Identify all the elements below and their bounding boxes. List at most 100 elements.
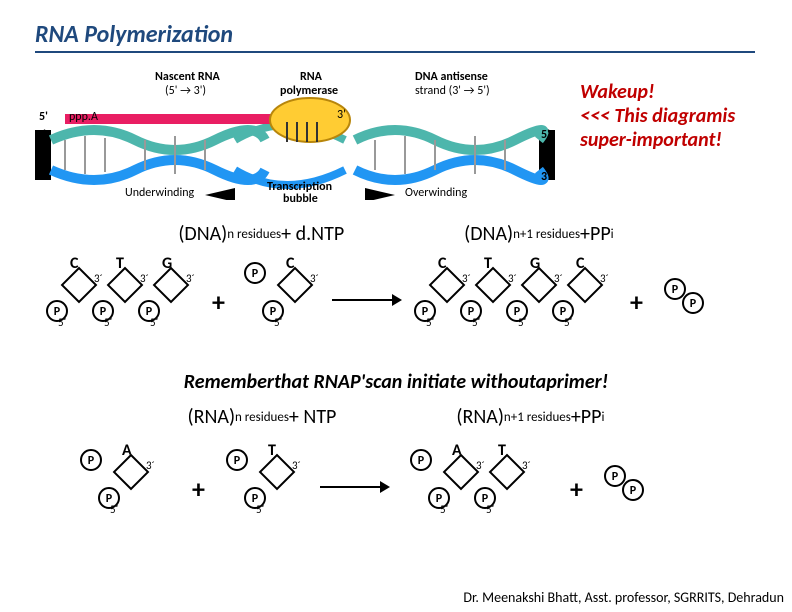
label-nascent-dir: (5' → 3') — [165, 84, 206, 98]
plus-3: + — [192, 473, 205, 505]
rna-right-chain: A3´P5´T3´P5´ — [442, 445, 534, 515]
rna-leading-p: P — [80, 449, 102, 471]
rxn-arrow-2 — [320, 475, 390, 499]
dna-ntp: C3´P5´ — [276, 258, 322, 328]
rna-eq-right-lead: (RNA) — [456, 405, 503, 429]
five-prime-label: 5´ — [110, 503, 119, 516]
label-underwinding: Underwinding — [125, 186, 194, 200]
rna-ntp-outer-p: P — [226, 449, 248, 471]
nucleotide: C3´P5´ — [276, 258, 322, 328]
nucleotide: T3´P5´ — [258, 445, 304, 515]
three-prime-label: 3´ — [292, 459, 301, 472]
dna-eq-left-tail: + d.NTP — [281, 222, 344, 246]
five-prime-label: 5´ — [58, 316, 67, 329]
dna-eq-left-lead: (DNA) — [178, 222, 227, 246]
sugar-icon — [153, 267, 190, 304]
sugar-icon — [113, 454, 150, 491]
page-title: RNA Polymerization — [35, 20, 755, 53]
three-prime-label: 3´ — [140, 272, 149, 285]
five-prime-label: 5´ — [564, 316, 573, 329]
rna-reaction: P A3´P5´ + P T3´P5´ P A3´P5´T3´P5´ + P P — [0, 445, 792, 525]
three-prime-label: 3´ — [94, 272, 103, 285]
rna-eq-right-sub2: i — [601, 410, 604, 425]
label-5r: 5' — [541, 128, 550, 142]
three-prime-label: 3´ — [508, 272, 517, 285]
dna-eq-right-tail: +PP — [580, 222, 611, 246]
dna-eq-right-lead: (DNA) — [464, 222, 513, 246]
dna-equation: (DNA)n residues + d.NTP (DNA)n+1 residue… — [0, 222, 792, 246]
label-5b: 5' — [37, 170, 46, 184]
dna-left-chain: C3´P5´T3´P5´G3´P5´ — [60, 258, 198, 328]
three-prime-label: 3´ — [554, 272, 563, 285]
rxn-arrow-1 — [332, 288, 402, 312]
ntp-p-outer: P — [244, 262, 266, 284]
five-prime-label: 5´ — [518, 316, 527, 329]
sugar-icon — [567, 267, 604, 304]
five-prime-label: 5´ — [440, 503, 449, 516]
three-prime-label: 3´ — [522, 459, 531, 472]
label-5prime: 5' — [39, 110, 48, 124]
label-rnapol1: RNA — [300, 70, 322, 84]
rna-right-leading-p: P — [410, 449, 432, 471]
polymerase-diagram: 5' ppp.A Nascent RNA (5' → 3') RNA polym… — [35, 70, 555, 200]
rna-eq-right-sub: n+1 residues — [504, 410, 571, 425]
dna-right-chain: C3´P5´T3´P5´G3´P5´C3´P5´ — [428, 258, 612, 328]
five-prime-label: 5´ — [472, 316, 481, 329]
sugar-icon — [277, 267, 314, 304]
three-prime-label: 3´ — [462, 272, 471, 285]
label-bubble2: bubble — [283, 192, 318, 206]
five-prime-label: 5´ — [426, 316, 435, 329]
five-prime-label: 5´ — [274, 316, 283, 329]
nucleotide: A3´P5´ — [112, 445, 158, 515]
callout-line3: super-important! — [580, 128, 722, 152]
sugar-icon — [429, 267, 466, 304]
sugar-icon — [259, 454, 296, 491]
rna-eq-left-lead: (RNA) — [188, 405, 235, 429]
label-rnapol2: polymerase — [280, 84, 338, 98]
nucleotide: G3´P5´ — [152, 258, 198, 328]
callout-line2: <<< This diagramis — [580, 104, 735, 128]
five-prime-label: 5´ — [150, 316, 159, 329]
five-prime-label: 5´ — [486, 503, 495, 516]
rna-eq-left-tail: + NTP — [289, 405, 336, 429]
sugar-icon — [521, 267, 558, 304]
rna-equation: (RNA)n residues + NTP (RNA)n+1 residues … — [0, 405, 792, 429]
five-prime-label: 5´ — [256, 503, 265, 516]
ppi-2: P P — [608, 465, 644, 487]
sugar-icon — [489, 454, 526, 491]
five-prime-label: 5´ — [104, 316, 113, 329]
rna-eq-left-sub: n residues — [235, 410, 289, 425]
dna-eq-right-sub: n+1 residues — [513, 227, 580, 242]
three-prime-label: 3´ — [146, 459, 155, 472]
rna-left-chain: A3´P5´ — [112, 445, 158, 515]
nucleotide: T3´P5´ — [488, 445, 534, 515]
callout-line1: Wakeup! — [580, 80, 654, 104]
rna-eq-right-tail: +PP — [571, 405, 602, 429]
three-prime-label: 3´ — [186, 272, 195, 285]
reminder-text: Rememberthat RNAP'scan initiate withouta… — [0, 370, 792, 394]
plus-2: + — [630, 286, 643, 318]
sugar-icon — [475, 267, 512, 304]
sugar-icon — [61, 267, 98, 304]
credit: Dr. Meenakshi Bhatt, Asst. professor, SG… — [463, 589, 784, 606]
label-antisense: DNA antisense — [415, 70, 488, 84]
label-overwinding: Overwinding — [405, 186, 467, 200]
plus-4: + — [570, 473, 583, 505]
callout: Wakeup! <<< This diagramis super-importa… — [580, 80, 780, 152]
three-prime-label: 3´ — [310, 272, 319, 285]
dna-eq-right-sub2: i — [611, 227, 614, 242]
sugar-icon — [107, 267, 144, 304]
three-prime-label: 3´ — [600, 272, 609, 285]
rna-ntp: T3´P5´ — [258, 445, 304, 515]
nucleotide: C3´P5´ — [566, 258, 612, 328]
ppi2-p2: P — [622, 479, 644, 501]
label-3prime-bubble: 3' — [337, 108, 346, 122]
label-pppa: ppp.A — [69, 110, 98, 124]
label-3r: 3' — [541, 170, 550, 184]
label-antisense-dir: strand (3' → 5') — [415, 84, 490, 98]
dna-reaction: C3´P5´T3´P5´G3´P5´ + P C3´P5´ C3´P5´T3´P… — [0, 258, 792, 338]
ppi-1: P P — [668, 278, 704, 300]
plus-1: + — [212, 286, 225, 318]
ppi-p2: P — [682, 292, 704, 314]
sugar-icon — [443, 454, 480, 491]
